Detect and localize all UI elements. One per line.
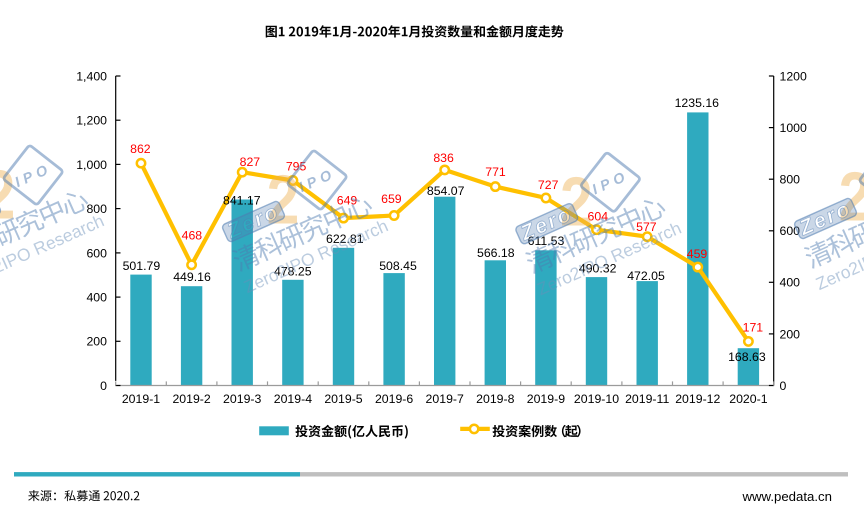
- svg-text:2: 2: [839, 157, 864, 236]
- svg-text:2019-2: 2019-2: [172, 392, 210, 406]
- svg-text:2020-1: 2020-1: [729, 392, 767, 406]
- svg-text:2: 2: [267, 160, 300, 239]
- svg-text:400: 400: [780, 276, 801, 290]
- svg-text:468: 468: [182, 229, 203, 243]
- svg-text:501.79: 501.79: [123, 259, 161, 273]
- svg-text:600: 600: [86, 246, 107, 260]
- svg-text:1000: 1000: [780, 121, 808, 135]
- svg-text:168.63: 168.63: [728, 350, 766, 364]
- svg-text:478.25: 478.25: [274, 264, 312, 278]
- svg-text:841.17: 841.17: [223, 194, 261, 208]
- svg-text:459: 459: [687, 247, 708, 261]
- svg-text:171: 171: [743, 321, 764, 335]
- svg-text:622.81: 622.81: [326, 232, 364, 246]
- svg-text:800: 800: [780, 173, 801, 187]
- svg-text:2019-5: 2019-5: [324, 392, 362, 406]
- svg-text:2019-1: 2019-1: [122, 392, 160, 406]
- svg-text:649: 649: [337, 194, 358, 208]
- svg-text:2019-6: 2019-6: [375, 392, 413, 406]
- svg-text:604: 604: [588, 210, 609, 224]
- svg-text:2019-9: 2019-9: [527, 392, 565, 406]
- svg-text:2019-12: 2019-12: [675, 392, 720, 406]
- svg-text:0: 0: [100, 379, 107, 393]
- svg-text:2019-11: 2019-11: [625, 392, 669, 406]
- svg-text:200: 200: [780, 327, 801, 341]
- svg-text:862: 862: [130, 142, 151, 156]
- svg-text:400: 400: [86, 291, 107, 305]
- svg-text:508.45: 508.45: [379, 259, 417, 273]
- svg-text:611.53: 611.53: [528, 234, 565, 248]
- svg-text:1,200: 1,200: [76, 114, 107, 128]
- svg-text:727: 727: [538, 178, 559, 192]
- svg-text:200: 200: [86, 335, 107, 349]
- svg-text:1,400: 1,400: [76, 69, 107, 83]
- svg-text:2: 2: [560, 162, 593, 241]
- svg-text:771: 771: [485, 165, 506, 179]
- svg-text:800: 800: [86, 202, 107, 216]
- svg-text:2: 2: [0, 155, 15, 234]
- svg-text:472.05: 472.05: [627, 269, 665, 283]
- svg-text:827: 827: [240, 155, 261, 169]
- svg-text:1200: 1200: [780, 69, 808, 83]
- svg-text:2019-3: 2019-3: [223, 392, 261, 406]
- svg-text:490.32: 490.32: [579, 262, 617, 276]
- svg-text:1235.16: 1235.16: [675, 96, 720, 110]
- svg-text:IPO: IPO: [13, 161, 55, 191]
- svg-text:854.07: 854.07: [427, 184, 465, 198]
- svg-text:0: 0: [780, 379, 787, 393]
- svg-text:IPO: IPO: [590, 168, 632, 198]
- svg-text:449.16: 449.16: [173, 270, 211, 284]
- svg-text:836: 836: [433, 151, 454, 165]
- svg-text:2019-4: 2019-4: [274, 392, 312, 406]
- svg-text:2019-10: 2019-10: [574, 392, 619, 406]
- svg-text:2019-7: 2019-7: [426, 392, 464, 406]
- svg-text:2019-8: 2019-8: [476, 392, 514, 406]
- svg-text:1,000: 1,000: [76, 158, 107, 172]
- svg-text:659: 659: [381, 192, 402, 206]
- svg-text:www.pedata.cn: www.pedata.cn: [742, 489, 832, 504]
- svg-text:566.18: 566.18: [477, 246, 515, 260]
- svg-text:577: 577: [636, 220, 657, 234]
